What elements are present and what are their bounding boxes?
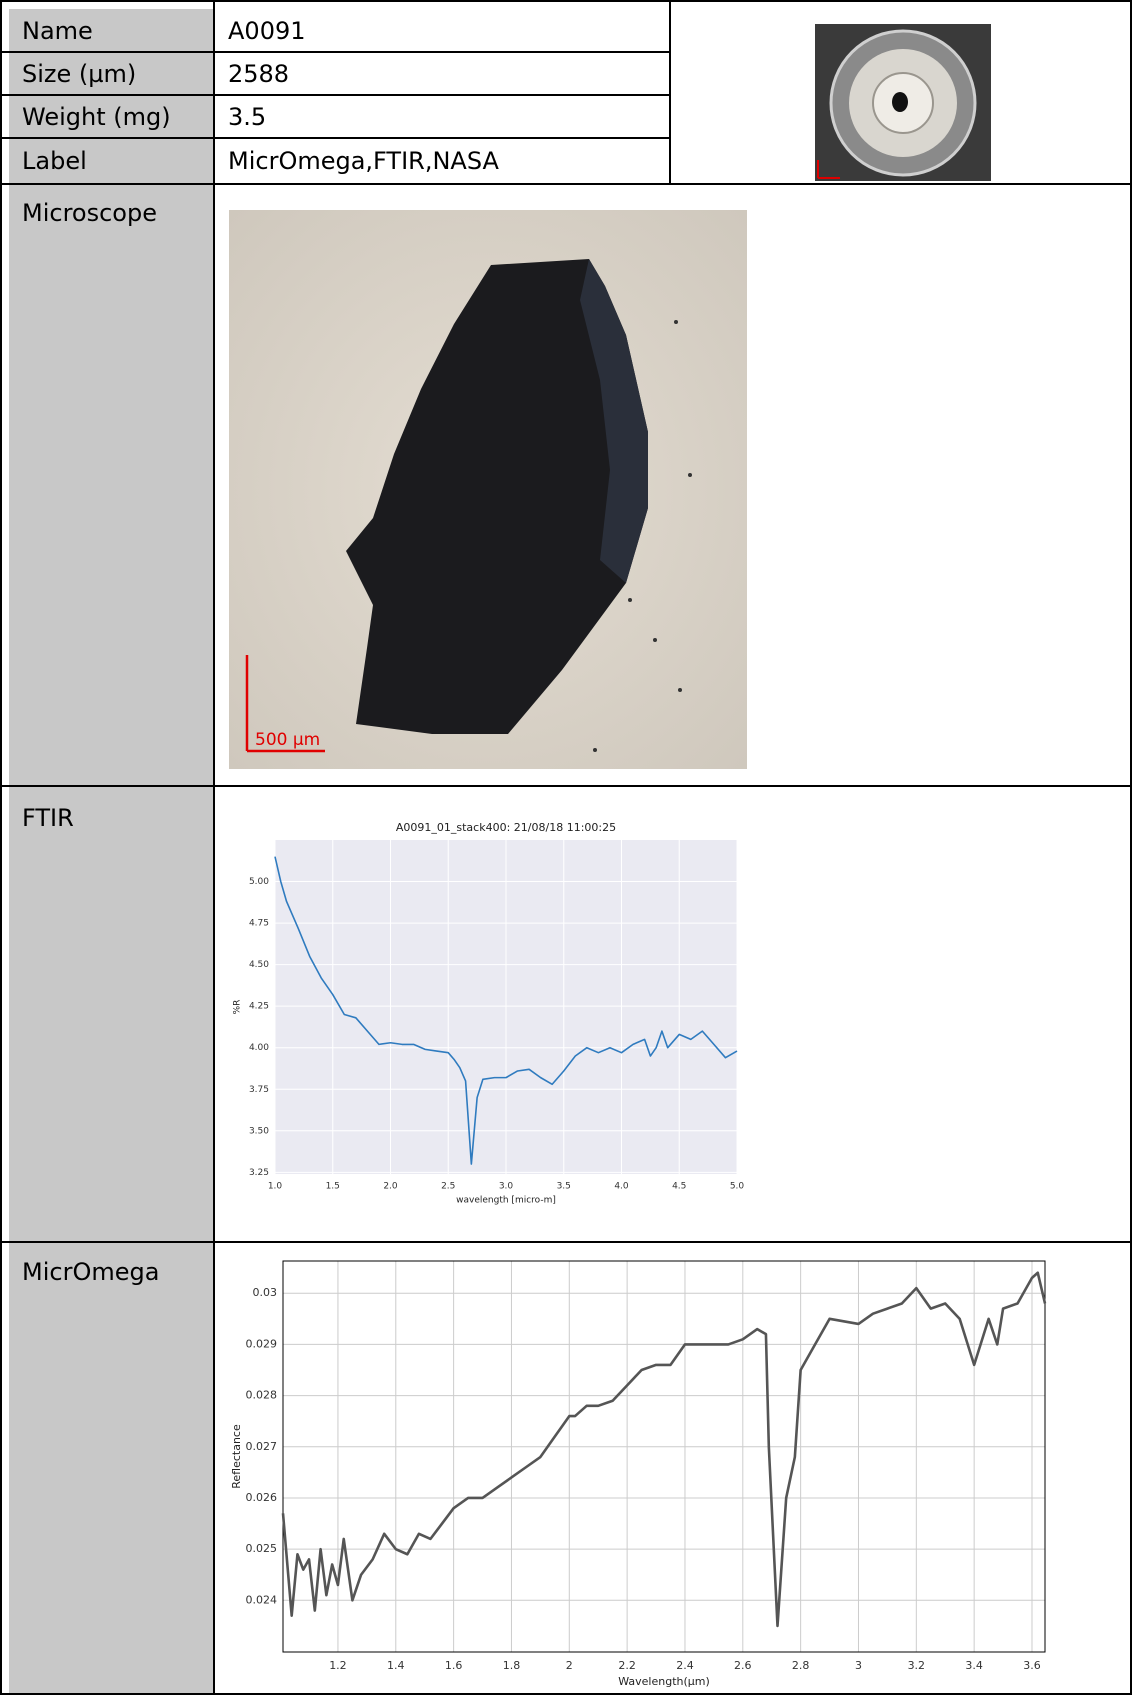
y-tick-label: 3.50 [249, 1126, 269, 1136]
x-tick-label: 2 [566, 1659, 573, 1672]
x-tick-label: 1.0 [268, 1182, 283, 1192]
x-tick-label: 2.8 [792, 1659, 810, 1672]
x-tick-label: 1.2 [329, 1659, 347, 1672]
y-tick-label: 0.029 [246, 1337, 278, 1350]
cell-value: A0091 [228, 17, 306, 45]
label-column [9, 9, 214, 1695]
x-tick-label: 4.0 [614, 1182, 629, 1192]
x-tick-label: 1.5 [326, 1182, 340, 1192]
y-axis-label: %R [233, 1000, 243, 1015]
y-tick-label: 3.75 [249, 1085, 269, 1095]
cell-label: Label [22, 147, 87, 175]
x-tick-label: 3.6 [1023, 1659, 1041, 1672]
section-label: FTIR [22, 804, 74, 832]
y-tick-label: 4.00 [249, 1043, 269, 1053]
x-tick-label: 2.2 [618, 1659, 636, 1672]
y-tick-label: 4.25 [249, 1002, 269, 1012]
plot-area [283, 1261, 1045, 1652]
cell-label: Name [22, 17, 93, 45]
x-tick-label: 3.0 [499, 1182, 514, 1192]
scale-bar-label: 500 μm [255, 730, 320, 750]
cell-label: Weight (mg) [22, 103, 171, 131]
x-tick-label: 1.8 [503, 1659, 521, 1672]
x-tick-label: 3.4 [965, 1659, 983, 1672]
x-axis-label: wavelength [micro-m] [456, 1196, 556, 1206]
x-tick-label: 5.0 [730, 1182, 745, 1192]
x-tick-label: 1.6 [445, 1659, 463, 1672]
x-tick-label: 1.4 [387, 1659, 405, 1672]
x-tick-label: 2.0 [383, 1182, 398, 1192]
x-tick-label: 3.5 [557, 1182, 571, 1192]
x-tick-label: 3.2 [908, 1659, 926, 1672]
y-tick-label: 4.50 [249, 960, 269, 970]
thumbnail-photo [815, 24, 991, 181]
y-tick-label: 0.024 [246, 1593, 278, 1606]
y-tick-label: 0.025 [246, 1542, 278, 1555]
x-tick-label: 2.5 [441, 1182, 455, 1192]
plot-frame [282, 1260, 1046, 1653]
data-line [281, 1271, 1047, 1628]
chart-title: A0091_01_stack400: 21/08/18 11:00:25 [396, 821, 616, 834]
x-axis-label: Wavelength(μm) [618, 1675, 710, 1688]
y-axis-label: Reflectance [230, 1424, 243, 1489]
x-tick-label: 4.5 [672, 1182, 686, 1192]
x-tick-label: 2.4 [676, 1659, 694, 1672]
cell-value: 2588 [228, 60, 289, 88]
microscope-photo: 500 μm [229, 210, 747, 769]
cell-label: Size (µm) [22, 60, 136, 88]
x-tick-label: 2.6 [734, 1659, 752, 1672]
y-tick-label: 4.75 [249, 919, 269, 929]
x-tick-label: 3 [855, 1659, 862, 1672]
y-tick-label: 0.03 [253, 1286, 278, 1299]
section-label: Microscope [22, 199, 157, 227]
y-tick-label: 0.028 [246, 1389, 278, 1402]
cell-value: 3.5 [228, 103, 266, 131]
y-tick-label: 5.00 [249, 877, 269, 887]
y-tick-label: 0.027 [246, 1440, 278, 1453]
section-label: MicrOmega [22, 1258, 159, 1286]
y-tick-label: 0.026 [246, 1491, 278, 1504]
data-line [274, 856, 738, 1165]
y-tick-label: 3.25 [249, 1168, 269, 1178]
cell-value: MicrOmega,FTIR,NASA [228, 147, 500, 175]
